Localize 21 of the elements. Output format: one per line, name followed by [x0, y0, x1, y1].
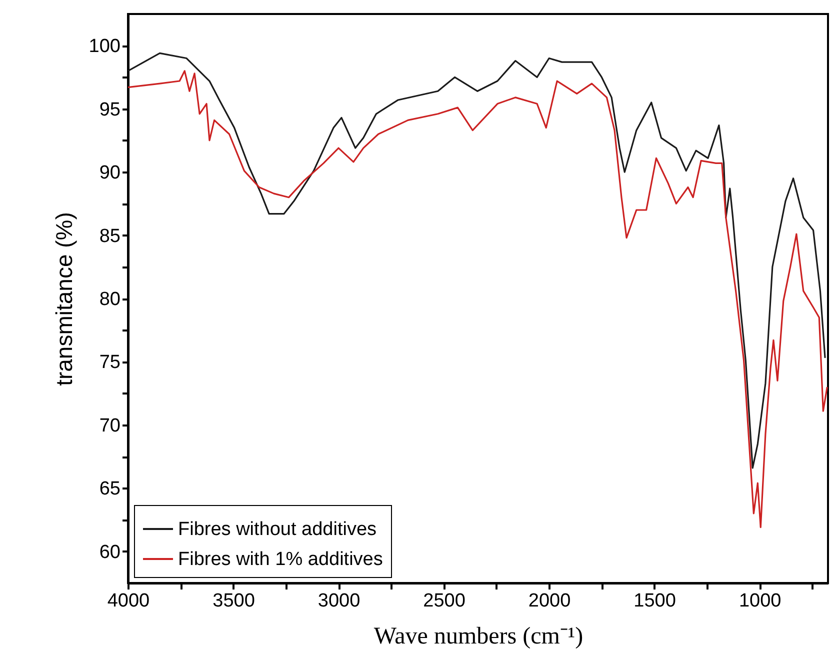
x-tick-label: 2500: [423, 590, 466, 612]
y-axis-title: transmitance (%): [50, 212, 77, 386]
x-tick-label: 4000: [107, 590, 150, 612]
legend-label: Fibres without additives: [178, 519, 377, 540]
line-series: [127, 52, 826, 469]
y-tick-label: 90: [99, 162, 120, 184]
x-tick-label: 3500: [212, 590, 255, 612]
y-tick-label: 75: [99, 352, 120, 374]
y-tick-label: 95: [99, 99, 120, 120]
y-tick-label: 60: [99, 542, 120, 563]
x-tick-label: 3000: [318, 590, 360, 612]
y-tick-label: 100: [88, 36, 120, 58]
x-axis-title: Wave numbers (cm⁻¹): [374, 624, 584, 650]
x-tick-label: 1000: [738, 590, 782, 612]
x-tick-label: 1500: [634, 590, 676, 612]
x-tick-label: 2000: [528, 590, 571, 612]
legend-label: Fibres with 1% additives: [178, 549, 383, 570]
y-tick-label: 70: [99, 415, 120, 436]
y-tick-label: 80: [99, 289, 120, 310]
y-tick-label: 85: [99, 226, 120, 247]
y-tick-label: 65: [99, 478, 120, 500]
